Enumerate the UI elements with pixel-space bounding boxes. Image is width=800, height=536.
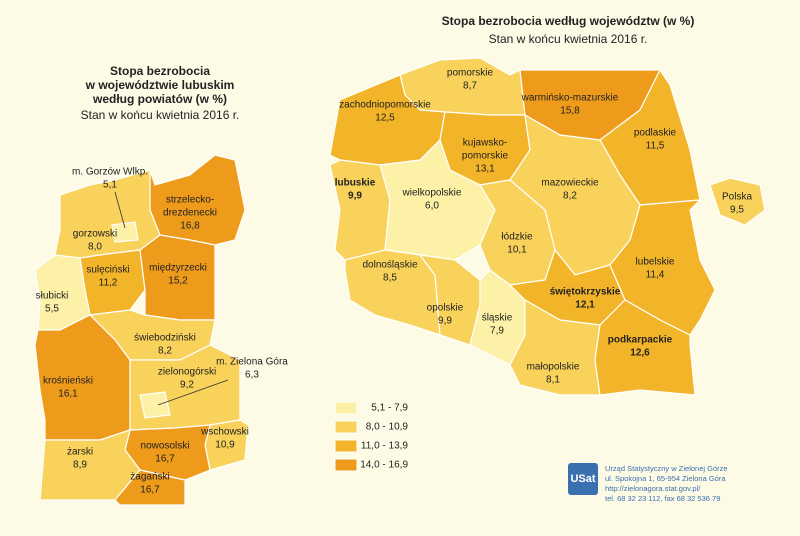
leaders [114, 191, 229, 406]
region-value: 16,7 [140, 485, 160, 496]
subtitle: Stan w końcu kwietnia 2016 r. [489, 32, 648, 46]
title: w województwie lubuskim [85, 78, 235, 92]
legend-swatch [334, 458, 358, 472]
region-name: wschowski [200, 427, 249, 438]
region-name: międzyrzecki [149, 263, 207, 274]
subtitle: Stan w końcu kwietnia 2016 r. [81, 108, 240, 122]
region-name: pomorskie [462, 151, 509, 162]
region-name: słubicki [36, 291, 69, 302]
region-name: podkarpackie [608, 335, 673, 346]
title: Stopa bezrobocia według województw (w %) [442, 14, 695, 28]
region-name: lubuskie [335, 178, 376, 189]
legend-label: 11,0 - 13,9 [361, 441, 409, 452]
region-name: sulęciński [86, 265, 129, 276]
leader-line [114, 191, 126, 229]
region [709, 177, 766, 226]
region-name: drezdenecki [163, 208, 217, 219]
region-name: zachodniopomorskie [339, 100, 431, 111]
leader-line [157, 379, 229, 406]
logo [568, 463, 598, 495]
region-value: 8,2 [563, 191, 577, 202]
region-value: 8,1 [546, 375, 560, 386]
region-value: 5,1 [103, 180, 117, 191]
region-value: 6,0 [425, 201, 439, 212]
region-name: świebodziński [134, 333, 196, 344]
region-value: 16,7 [155, 454, 175, 465]
region [114, 469, 186, 506]
footer-line: http://zielonagora.stat.gov.pl/ [605, 484, 701, 493]
legend-label: 5,1 - 7,9 [371, 403, 408, 414]
region-name: wielkopolskie [402, 188, 462, 199]
legend-swatch [334, 439, 358, 453]
region-name: mazowieckie [541, 178, 599, 189]
region-name: strzelecko- [166, 195, 214, 206]
region-value: 15,8 [560, 106, 580, 117]
region-value: 9,2 [180, 380, 194, 391]
region [344, 249, 441, 336]
region-name: dolnośląskie [362, 260, 417, 271]
region-name: małopolskie [527, 362, 580, 373]
region-value: 9,5 [730, 205, 744, 216]
region-name: kujawsko- [463, 138, 507, 149]
legend-label: 8,0 - 10,9 [366, 422, 409, 433]
region-value: 9,9 [348, 191, 362, 202]
region [594, 299, 696, 396]
region-value: 8,9 [73, 460, 87, 471]
region-name: żagański [130, 472, 169, 483]
region-value: 8,5 [383, 273, 397, 284]
region-name: żarski [67, 447, 93, 458]
region-value: 7,9 [490, 326, 504, 337]
footer-line: Urząd Statystyczny w Zielonej Górze [605, 464, 728, 473]
region-name: gorzowski [73, 229, 117, 240]
region-value: 15,2 [168, 276, 188, 287]
region-name: m. Gorzów Wlkp. [72, 167, 148, 178]
region-name: śląskie [482, 313, 513, 324]
region-name: lubelskie [636, 257, 675, 268]
region-name: opolskie [427, 303, 464, 314]
logo-text: USat [570, 473, 595, 485]
region-value: 5,5 [45, 304, 59, 315]
footer-line: ul. Spokojna 1, 65-954 Zielona Góra [605, 474, 726, 483]
region [139, 391, 171, 419]
region [609, 199, 716, 336]
region-name: zielonogórski [158, 367, 216, 378]
region [509, 298, 601, 396]
region-name: łódzkie [501, 232, 533, 243]
region-value: 12,5 [375, 113, 395, 124]
region-name: krośnieński [43, 376, 93, 387]
title: Stopa bezrobocia [110, 64, 210, 78]
region-name: pomorskie [447, 68, 494, 79]
region-value: 12,1 [575, 300, 595, 311]
region [39, 429, 141, 501]
region-value: 11,5 [646, 141, 665, 152]
region-value: 9,9 [438, 316, 452, 327]
region-value: 13,1 [475, 164, 495, 175]
region [111, 221, 139, 243]
region-value: 11,4 [646, 270, 665, 281]
region-name: nowosolski [141, 441, 190, 452]
region-value: 6,3 [245, 370, 259, 381]
region-name: warmińsko-mazurskie [521, 93, 619, 104]
region-value: 8,2 [158, 346, 172, 357]
region-name: m. Zielona Góra [216, 357, 288, 368]
region-value: 12,6 [630, 348, 650, 359]
region-name: Polska [722, 192, 752, 203]
region-value: 10,1 [507, 245, 527, 256]
legend-swatch [334, 401, 358, 415]
region-value: 11,2 [99, 278, 118, 289]
region-name: podlaskie [634, 128, 677, 139]
region-value: 8,7 [463, 81, 477, 92]
region-value: 16,1 [58, 389, 78, 400]
footer-line: tel. 68 32 23 112, fax 68 32 536 79 [605, 494, 720, 503]
region-name: świętokrzyskie [550, 287, 621, 298]
legend-label: 14,0 - 16,9 [360, 460, 408, 471]
region-value: 16,8 [180, 221, 200, 232]
legend-swatch [334, 420, 358, 434]
region-value: 10,9 [215, 440, 235, 451]
title: według powiatów (w %) [92, 92, 227, 106]
region-value: 8,0 [88, 242, 102, 253]
